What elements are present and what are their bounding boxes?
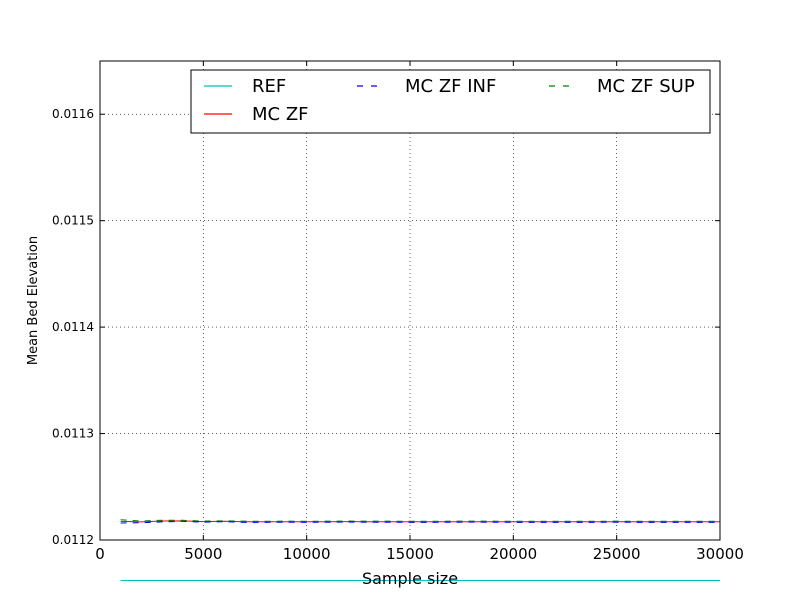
x-tick-label: 0	[95, 545, 105, 563]
series-line-mc-zf-sup	[120, 519, 720, 522]
y-tick-label: 0.0115	[52, 214, 94, 228]
legend-box	[190, 69, 711, 134]
x-tick-label: 10000	[283, 545, 331, 563]
x-axis-label: Sample size	[362, 569, 458, 588]
x-tick-label: 5000	[184, 545, 222, 563]
y-axis-label: Mean Bed Elevation	[26, 236, 41, 365]
series-line-mc-zf-inf	[120, 520, 720, 524]
y-tick-label: 0.0114	[52, 320, 94, 334]
x-tick-label: 15000	[386, 545, 434, 563]
series-layer	[120, 519, 720, 581]
legend-label: MC ZF SUP	[597, 76, 695, 97]
y-tick-label: 0.0113	[52, 427, 94, 441]
y-tick-label: 0.0116	[52, 107, 94, 121]
legend-label: REF	[252, 76, 286, 97]
x-tick-label: 20000	[489, 545, 537, 563]
legend: REF MC ZF MC ZF INF MC ZF SUP	[190, 69, 711, 134]
axis-ticks: 0 5000 10000 15000 20000 25000 30000 0.0112 0.01…	[52, 61, 744, 563]
legend-label: MC ZF INF	[405, 76, 496, 97]
legend-label: MC ZF	[252, 104, 309, 125]
x-tick-label: 30000	[696, 545, 744, 563]
y-tick-label: 0.0112	[52, 533, 94, 547]
x-tick-label: 25000	[593, 545, 641, 563]
